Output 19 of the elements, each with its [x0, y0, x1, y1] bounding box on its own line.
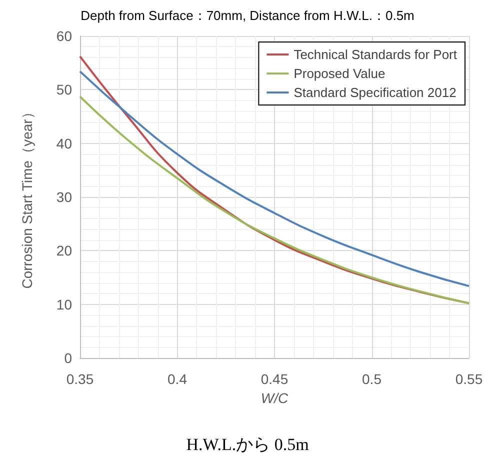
y-axis-title: Corrosion Start Time（year） — [19, 105, 35, 289]
x-tick-label: 0.35 — [66, 371, 94, 387]
y-tick-label: 10 — [56, 296, 72, 312]
y-tick-label: 20 — [56, 242, 72, 259]
chart-title: Depth from Surface：70mm, Distance from H.W.L.：0.5m — [80, 8, 414, 23]
y-tick-label: 30 — [56, 189, 72, 205]
y-tick-label: 40 — [56, 135, 72, 152]
text: H.W.L.から 0.5m — [186, 435, 309, 454]
x-tick-label: 0.55 — [455, 371, 483, 387]
x-tick-label: 0.5 — [362, 371, 382, 387]
y-tick-label: 50 — [56, 82, 72, 98]
y-tick-label: 60 — [56, 28, 72, 44]
x-tick-label: 0.4 — [168, 371, 188, 387]
legend-label: Standard Specification 2012 — [294, 85, 456, 100]
y-tick-label: 0 — [64, 350, 72, 366]
legend-label: Technical Standards for Port — [294, 47, 458, 62]
legend-label: Proposed Value — [294, 66, 386, 81]
x-axis-title: W/C — [260, 390, 289, 406]
x-tick-label: 0.45 — [260, 371, 288, 387]
